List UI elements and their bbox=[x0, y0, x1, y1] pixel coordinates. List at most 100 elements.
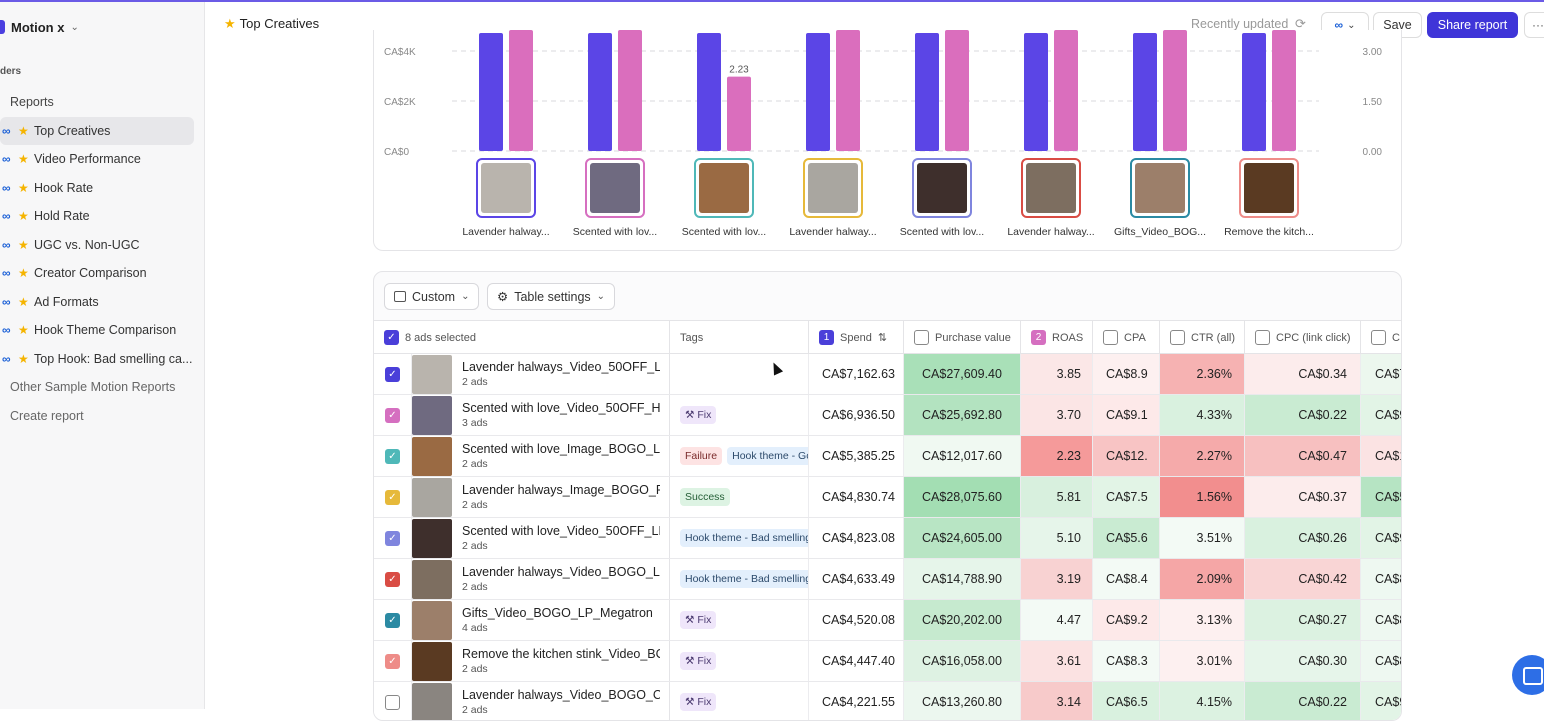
ad-name[interactable]: Lavender halways_Video_BOGO_CF bbox=[462, 688, 660, 702]
creative-thumbnail[interactable] bbox=[412, 355, 452, 394]
sidebar-item[interactable]: Other Sample Motion Reports bbox=[0, 373, 194, 402]
ad-name[interactable]: Scented with love_Image_BOGO_LF bbox=[462, 442, 660, 456]
ad-name-cell[interactable]: Gifts_Video_BOGO_LP_Megatron 4 ads bbox=[462, 600, 670, 640]
ad-name[interactable]: Lavender halways_Image_BOGO_PI bbox=[462, 483, 660, 497]
table-row[interactable]: Lavender halways_Video_BOGO_CF 2 ads ⚒ Fix… bbox=[374, 682, 1401, 720]
row-checkbox[interactable]: ✓ bbox=[385, 407, 400, 423]
ad-name-cell[interactable]: Remove the kitchen stink_Video_BC 2 ads bbox=[462, 641, 670, 681]
row-checkbox[interactable]: ✓ bbox=[385, 612, 400, 628]
sidebar-item[interactable]: Reports bbox=[0, 88, 194, 117]
tag-badge[interactable]: Hook theme - Go bbox=[727, 447, 808, 465]
creative-thumbnail[interactable] bbox=[412, 519, 452, 558]
more-options-button[interactable]: ··· bbox=[1524, 12, 1544, 38]
column-checkbox[interactable] bbox=[1170, 330, 1185, 345]
share-report-button[interactable]: Share report bbox=[1427, 12, 1518, 38]
ad-name[interactable]: Scented with love_Video_50OFF_LI bbox=[462, 524, 660, 538]
sort-icon[interactable]: ⇅ bbox=[877, 332, 888, 344]
creative-thumbnail[interactable] bbox=[412, 601, 452, 640]
ad-name[interactable]: Remove the kitchen stink_Video_BC bbox=[462, 647, 660, 661]
creative-thumbnail[interactable] bbox=[412, 683, 452, 720]
table-row[interactable]: ✓ Gifts_Video_BOGO_LP_Megatron 4 ads ⚒ Fix C… bbox=[374, 600, 1401, 641]
row-checkbox[interactable]: ✓ bbox=[385, 653, 400, 669]
table-row[interactable]: ✓ Lavender halways_Image_BOGO_PI 2 ads Succ… bbox=[374, 477, 1401, 518]
sidebar-item[interactable]: ∞ ★ Creator Comparison bbox=[0, 259, 194, 288]
ad-name-cell[interactable]: Lavender halways_Video_BOGO_CF 2 ads bbox=[462, 682, 670, 720]
table-row[interactable]: ✓ Scented with love_Video_50OFF_LI 2 ads Ho… bbox=[374, 518, 1401, 559]
select-all-checkbox[interactable]: ✓ bbox=[384, 330, 399, 345]
roas-value: 4.47 bbox=[1021, 600, 1093, 640]
ad-name[interactable]: Lavender halways_Video_BOGO_LP bbox=[462, 565, 660, 579]
column-checkbox[interactable] bbox=[914, 330, 929, 345]
table-row[interactable]: ✓ Scented with love_Video_50OFF_H 3 ads ⚒ F… bbox=[374, 395, 1401, 436]
ad-name-cell[interactable]: Scented with love_Image_BOGO_LF 2 ads bbox=[462, 436, 670, 476]
ad-name-cell[interactable]: Lavender halways_Video_BOGO_LP 2 ads bbox=[462, 559, 670, 599]
row-checkbox[interactable]: ✓ bbox=[385, 530, 400, 546]
table-row[interactable]: ✓ Lavender halways_Video_50OFF_LI 2 ads CA$… bbox=[374, 354, 1401, 395]
row-checkbox[interactable]: ✓ bbox=[385, 448, 400, 464]
sidebar-item[interactable]: ∞ ★ Video Performance bbox=[0, 145, 194, 174]
tag-badge[interactable]: ⚒ Fix bbox=[680, 611, 717, 629]
column-header-ctr[interactable]: CTR (all) bbox=[1160, 321, 1245, 354]
tag-badge[interactable]: ⚒ Fix bbox=[680, 406, 717, 424]
creative-thumbnail[interactable] bbox=[412, 642, 452, 681]
table-row[interactable]: ✓ Remove the kitchen stink_Video_BC 2 ads ⚒… bbox=[374, 641, 1401, 682]
table-row[interactable]: ✓ Lavender halways_Video_BOGO_LP 2 ads Hook… bbox=[374, 559, 1401, 600]
tag-badge[interactable]: Hook theme - Bad smelling bbox=[680, 529, 808, 547]
ad-name-cell[interactable]: Lavender halways_Video_50OFF_LI 2 ads bbox=[462, 354, 670, 394]
row-checkbox[interactable]: ✓ bbox=[385, 571, 400, 587]
tag-badge[interactable]: Failure bbox=[680, 447, 723, 465]
creative-thumbnail[interactable] bbox=[412, 396, 452, 435]
tags-cell[interactable] bbox=[670, 354, 809, 394]
workspace-switcher[interactable]: Motion x ⌄ bbox=[0, 16, 79, 38]
sidebar-item[interactable]: ∞ ★ Hold Rate bbox=[0, 202, 194, 231]
table-settings-dropdown[interactable]: ⚙ Table settings ⌄ bbox=[487, 283, 616, 310]
refresh-icon[interactable]: ⟳ bbox=[1295, 16, 1306, 31]
tags-cell[interactable]: Success bbox=[670, 477, 809, 517]
creative-thumbnail[interactable] bbox=[412, 560, 452, 599]
sidebar-item[interactable]: ∞ ★ Top Hook: Bad smelling ca... bbox=[0, 345, 194, 374]
tags-cell[interactable]: ⚒ Fix bbox=[670, 641, 809, 681]
sidebar-item[interactable]: ∞ ★ Hook Rate bbox=[0, 174, 194, 203]
column-header-extra[interactable]: C bbox=[1361, 321, 1401, 354]
bar-spend bbox=[1133, 33, 1157, 151]
ad-name-cell[interactable]: Scented with love_Video_50OFF_H 3 ads bbox=[462, 395, 670, 435]
ad-name-cell[interactable]: Scented with love_Video_50OFF_LI 2 ads bbox=[462, 518, 670, 558]
table-row[interactable]: ✓ Scented with love_Image_BOGO_LF 2 ads Fai… bbox=[374, 436, 1401, 477]
tags-cell[interactable]: ⚒ Fix bbox=[670, 600, 809, 640]
ad-name[interactable]: Lavender halways_Video_50OFF_LI bbox=[462, 360, 660, 374]
creative-thumbnail[interactable] bbox=[412, 437, 452, 476]
sidebar-item-label: Create report bbox=[10, 408, 84, 423]
tags-cell[interactable]: Failure Hook theme - Go bbox=[670, 436, 809, 476]
column-checkbox[interactable] bbox=[1103, 330, 1118, 345]
ad-name-cell[interactable]: Lavender halways_Image_BOGO_PI 2 ads bbox=[462, 477, 670, 517]
tags-cell[interactable]: Hook theme - Bad smelling bbox=[670, 559, 809, 599]
tags-cell[interactable]: Hook theme - Bad smelling bbox=[670, 518, 809, 558]
row-checkbox[interactable] bbox=[385, 694, 400, 710]
column-header-cpa[interactable]: CPA bbox=[1093, 321, 1160, 354]
column-header-cpc[interactable]: CPC (link click) bbox=[1245, 321, 1361, 354]
row-checkbox[interactable]: ✓ bbox=[385, 489, 400, 505]
tags-cell[interactable]: ⚒ Fix bbox=[670, 395, 809, 435]
column-header-spend[interactable]: 1 Spend ⇅ bbox=[809, 321, 904, 354]
tag-badge[interactable]: ⚒ Fix bbox=[680, 652, 717, 670]
column-header-tags[interactable]: Tags bbox=[670, 321, 809, 354]
tag-badge[interactable]: Success bbox=[680, 488, 730, 506]
column-checkbox[interactable] bbox=[1371, 330, 1386, 345]
column-checkbox[interactable] bbox=[1255, 330, 1270, 345]
sidebar-item[interactable]: ∞ ★ Hook Theme Comparison bbox=[0, 316, 194, 345]
tag-badge[interactable]: Hook theme - Bad smelling bbox=[680, 570, 808, 588]
ad-name[interactable]: Gifts_Video_BOGO_LP_Megatron bbox=[462, 606, 653, 620]
column-header-purchase-value[interactable]: Purchase value bbox=[904, 321, 1021, 354]
custom-view-dropdown[interactable]: Custom ⌄ bbox=[384, 283, 480, 310]
creative-thumbnail[interactable] bbox=[412, 478, 452, 517]
ad-name[interactable]: Scented with love_Video_50OFF_H bbox=[462, 401, 660, 415]
sidebar-item[interactable]: Create report bbox=[0, 402, 194, 431]
chat-help-icon[interactable] bbox=[1512, 655, 1544, 695]
sidebar-item[interactable]: ∞ ★ UGC vs. Non-UGC bbox=[0, 231, 194, 260]
row-checkbox[interactable]: ✓ bbox=[385, 366, 400, 382]
tag-badge[interactable]: ⚒ Fix bbox=[680, 693, 717, 711]
column-header-roas[interactable]: 2 ROAS bbox=[1021, 321, 1093, 354]
sidebar-item[interactable]: ∞ ★ Ad Formats bbox=[0, 288, 194, 317]
sidebar-item[interactable]: ∞ ★ Top Creatives bbox=[0, 116, 194, 145]
tags-cell[interactable]: ⚒ Fix bbox=[670, 682, 809, 720]
